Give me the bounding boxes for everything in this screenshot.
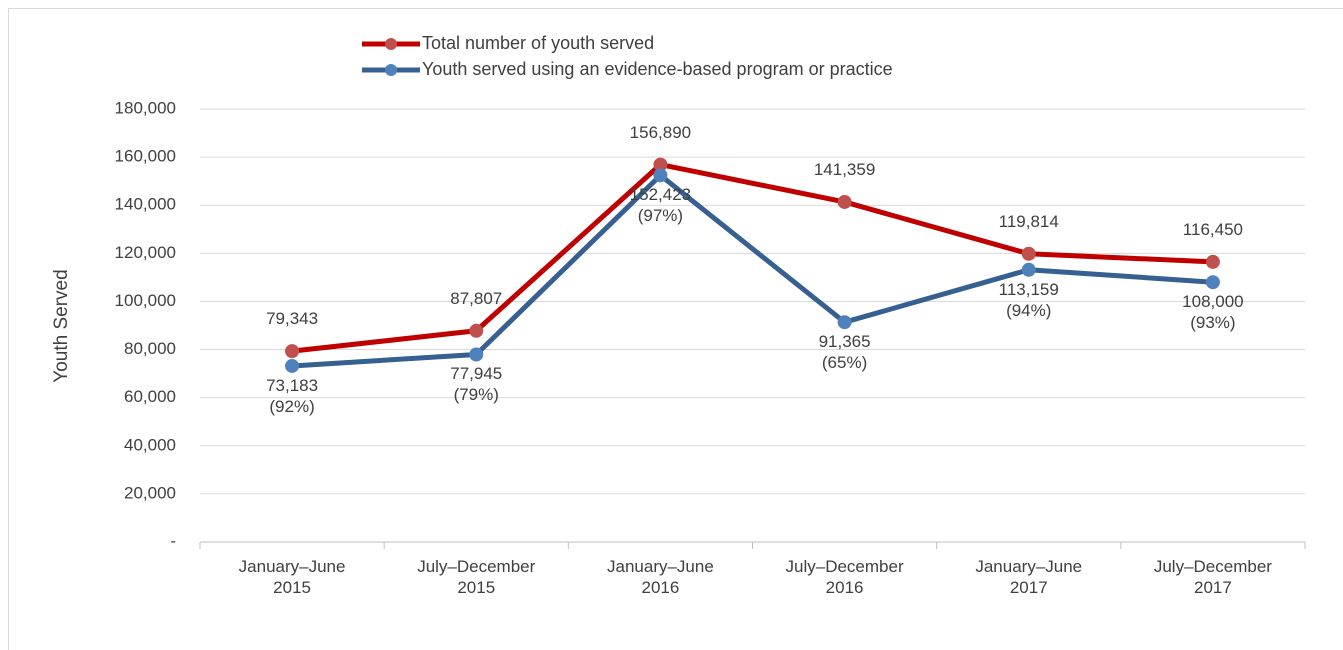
data-label: 113,159 (94%) xyxy=(998,279,1059,320)
data-label: 79,343 xyxy=(266,309,319,329)
point xyxy=(837,315,852,330)
data-label: 87,807 xyxy=(450,288,503,308)
y-tick-label: 80,000 xyxy=(124,339,176,358)
point xyxy=(837,194,852,209)
legend-label: Total number of youth served xyxy=(422,33,654,53)
point xyxy=(1205,254,1220,269)
point xyxy=(285,344,300,359)
x-tick-label: July–December 2016 xyxy=(785,557,904,597)
point xyxy=(1205,275,1220,290)
y-tick-label: 40,000 xyxy=(124,435,176,454)
y-tick-label: 100,000 xyxy=(115,291,176,310)
series-line xyxy=(291,172,1214,369)
series-line xyxy=(291,162,1214,354)
y-tick-label: 160,000 xyxy=(115,147,176,166)
y-axis-title: Youth Served xyxy=(51,269,72,382)
y-tick-label: 180,000 xyxy=(115,98,176,117)
point xyxy=(1021,246,1036,261)
legend-marker xyxy=(385,38,397,50)
data-label: 108,000 (93%) xyxy=(1182,292,1244,333)
y-tick-label: 60,000 xyxy=(124,387,176,406)
data-label: 141,359 xyxy=(813,159,876,179)
data-label: 77,945 (79%) xyxy=(450,364,503,405)
data-label: 116,450 xyxy=(1182,219,1243,239)
data-label: 156,890 xyxy=(629,122,692,142)
data-label: 152,423 (97%) xyxy=(629,185,692,226)
data-label: 73,183 (92%) xyxy=(266,375,319,416)
y-tick-label: 20,000 xyxy=(124,483,176,502)
point xyxy=(653,168,668,183)
data-label: 119,814 xyxy=(998,211,1059,231)
y-tick-label: 140,000 xyxy=(115,195,176,214)
legend-marker xyxy=(385,64,397,76)
x-tick-label: July–December 2017 xyxy=(1153,557,1272,597)
x-tick-label: January–June 2017 xyxy=(975,557,1083,597)
x-tick-label: January–June 2015 xyxy=(238,557,346,597)
x-tick-label: July–December 2015 xyxy=(417,557,536,597)
chart-border xyxy=(8,8,1343,650)
y-tick-label: - xyxy=(170,531,176,550)
point xyxy=(469,323,484,338)
point xyxy=(653,157,668,172)
legend-label: Youth served using an evidence-based pro… xyxy=(422,59,893,79)
point xyxy=(285,358,300,373)
point xyxy=(1021,262,1036,277)
x-tick-label: January–June 2016 xyxy=(607,557,714,597)
point xyxy=(469,347,484,362)
y-tick-label: 120,000 xyxy=(115,243,176,262)
data-label: 91,365 (65%) xyxy=(818,332,871,373)
